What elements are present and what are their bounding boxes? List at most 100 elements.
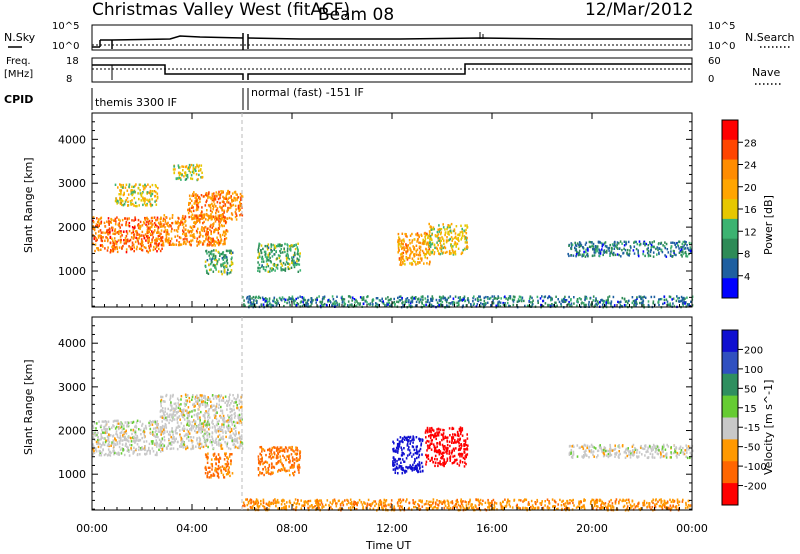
echo-cell [672, 297, 675, 300]
echo-cell [212, 264, 215, 267]
echo-cell [226, 249, 228, 253]
echo-cell [173, 165, 176, 168]
echo-cell [152, 440, 154, 443]
echo-cell [190, 244, 192, 247]
echo-cell [636, 242, 639, 246]
echo-cell [184, 240, 186, 243]
echo-cell [398, 440, 401, 443]
echo-cell [673, 253, 676, 256]
echo-cell [459, 296, 461, 299]
echo-cell [119, 442, 121, 445]
echo-cell [410, 467, 412, 471]
echo-cell [415, 233, 417, 236]
echo-cell [168, 243, 171, 246]
echo-cell [270, 245, 273, 248]
echo-cell [649, 250, 652, 254]
echo-cell [165, 426, 168, 429]
echo-cell [454, 253, 457, 256]
echo-cell [624, 300, 627, 303]
echo-cell [411, 301, 414, 304]
echo-cell [112, 250, 114, 253]
echo-cell [450, 251, 452, 255]
echo-cell [643, 240, 646, 243]
echo-cell [428, 430, 431, 433]
echo-cell [106, 454, 109, 457]
echo-cell [98, 218, 100, 221]
echo-cell [170, 443, 173, 446]
echo-cell [295, 243, 297, 246]
echo-cell [403, 435, 406, 439]
echo-cell [92, 216, 95, 219]
echo-cell [145, 239, 147, 242]
echo-region [172, 163, 204, 182]
echo-cell [132, 436, 134, 439]
echo-cell [108, 433, 110, 436]
echo-cell [174, 235, 176, 238]
echo-cell [168, 437, 170, 441]
echo-cell [251, 303, 253, 306]
echo-cell [170, 225, 172, 228]
echo-cell [280, 262, 282, 265]
echo-cell [155, 429, 157, 432]
echo-cell [160, 404, 162, 408]
echo-cell [201, 176, 203, 179]
echo-cell [158, 448, 160, 451]
echo-cell [398, 257, 401, 260]
echo-cell [257, 248, 259, 251]
echo-cell [410, 251, 413, 254]
echo-cell [554, 301, 556, 304]
echo-cell [327, 299, 330, 302]
echo-cell [476, 303, 479, 306]
echo-cell [194, 200, 196, 203]
echo-cell [226, 456, 229, 459]
echo-cell [218, 214, 221, 217]
echo-cell [139, 183, 142, 186]
echo-cell [644, 244, 646, 247]
echo-cell [164, 218, 166, 222]
echo-cell [230, 402, 232, 405]
echo-cell [575, 248, 578, 252]
echo-cell [137, 240, 139, 243]
echo-cell [258, 244, 260, 247]
echo-cell [213, 222, 215, 225]
echo-cell [204, 225, 207, 229]
echo-cell [149, 228, 151, 231]
echo-cell [655, 247, 657, 251]
echo-cell [92, 448, 94, 451]
echo-cell [183, 414, 186, 417]
echo-cell [125, 429, 127, 432]
echo-cell [127, 446, 129, 450]
echo-cell [192, 409, 195, 412]
echo-cell [100, 446, 102, 449]
echo-cell [114, 183, 117, 186]
echo-cell [429, 245, 432, 248]
echo-cell [612, 244, 615, 247]
echo-cell [419, 257, 422, 260]
echo-cell [603, 249, 606, 253]
echo-cell [97, 442, 99, 445]
echo-cell [116, 216, 118, 219]
echo-cell [215, 455, 217, 458]
echo-cell [396, 444, 399, 447]
echo-cell [196, 399, 199, 402]
echo-cell [390, 304, 393, 307]
echo-cell [156, 426, 159, 429]
echo-cell [176, 234, 179, 238]
echo-cell [453, 251, 456, 254]
echo-cell [463, 297, 465, 300]
echo-cell [109, 220, 112, 224]
echo-cell [210, 215, 213, 218]
echo-cell [454, 295, 457, 298]
echo-cell [165, 233, 168, 237]
echo-cell [409, 248, 412, 251]
echo-cell [107, 453, 110, 456]
echo-cell [439, 296, 442, 299]
echo-cell [159, 430, 162, 434]
echo-cell [193, 221, 195, 224]
echo-cell [412, 453, 415, 456]
echo-cell [128, 225, 131, 228]
echo-cell [207, 238, 209, 241]
echo-cell [200, 212, 202, 215]
echo-cell [575, 244, 578, 248]
echo-cell [179, 418, 181, 421]
